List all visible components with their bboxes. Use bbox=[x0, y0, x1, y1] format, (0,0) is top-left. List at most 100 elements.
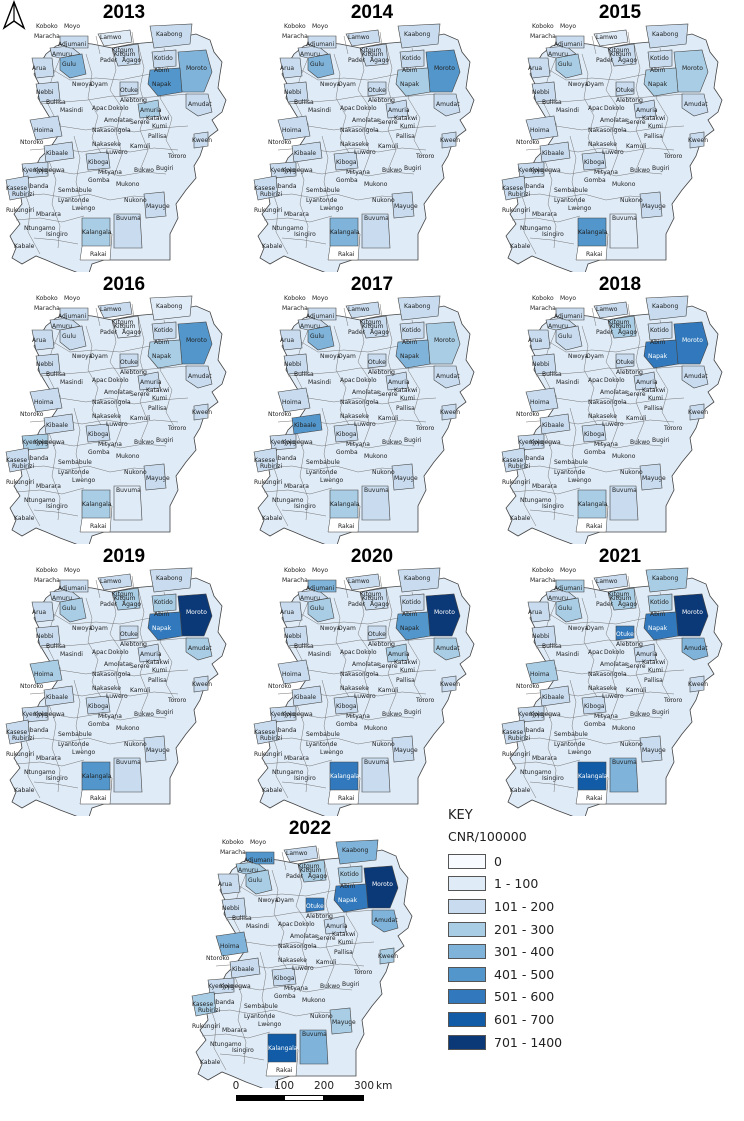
district-label: Hoima bbox=[34, 671, 54, 678]
district-buvuma bbox=[113, 213, 143, 249]
district-label: Kiboga bbox=[336, 703, 357, 710]
choropleth-map: Gulu Amuru Adjumani Lamwo Kitgum Kaabong Kotid… bbox=[253, 23, 475, 272]
district-label: Ibanda bbox=[28, 183, 49, 190]
district-napak bbox=[395, 67, 431, 97]
district-label: Moyo bbox=[560, 23, 576, 30]
district-label: Agago bbox=[122, 601, 141, 608]
district-label: Nebbi bbox=[36, 633, 54, 640]
district-label: Serere bbox=[378, 119, 398, 126]
district-label: Hoima bbox=[282, 127, 302, 134]
district-kalangala bbox=[81, 489, 111, 519]
district-label: Ibanda bbox=[276, 727, 297, 734]
district-label: Pallisa bbox=[644, 677, 663, 684]
district-otuke bbox=[119, 353, 139, 369]
district-label: Katakwi bbox=[146, 659, 170, 666]
district-label: Lyantonde bbox=[554, 197, 585, 204]
district-label: Isingiro bbox=[46, 503, 68, 510]
district-label: Katakwi bbox=[394, 115, 418, 122]
district-label: Nukono bbox=[372, 741, 395, 748]
district-boundary bbox=[519, 169, 663, 177]
district-label: Amuria bbox=[140, 107, 162, 114]
district-label: Amudat bbox=[188, 373, 212, 380]
district-label: Amuru bbox=[300, 323, 320, 330]
district-label: Nebbi bbox=[284, 633, 302, 640]
district-label: Kitgum bbox=[112, 319, 134, 326]
district-label: Amudat bbox=[684, 373, 708, 380]
district-boundary bbox=[203, 1009, 343, 1017]
district-amudat bbox=[681, 93, 709, 117]
district-label: Mityana bbox=[98, 441, 122, 448]
district-kween bbox=[193, 131, 209, 149]
district-amudat bbox=[681, 637, 709, 661]
district-boundary bbox=[95, 579, 101, 599]
district-lamwo bbox=[593, 573, 629, 591]
district-label: Rukungiri bbox=[192, 1023, 221, 1030]
district-label: Kyegegwa bbox=[34, 439, 65, 446]
district-label: Kaabong bbox=[652, 31, 678, 38]
map-year-label: 2020 bbox=[350, 546, 394, 567]
district-label: Koboko bbox=[36, 567, 58, 574]
district-label: Bugiri bbox=[652, 709, 670, 716]
district-label: Mukono bbox=[612, 453, 636, 460]
district-kalangala bbox=[267, 1033, 297, 1063]
district-kibaale bbox=[43, 141, 75, 163]
district-gulu bbox=[307, 597, 335, 623]
district-label: Napak bbox=[152, 353, 172, 360]
district-label: Otuke bbox=[368, 87, 386, 94]
district-kaabong bbox=[645, 567, 689, 593]
district-hoima bbox=[525, 659, 559, 685]
district-label: Buvuma bbox=[612, 215, 637, 222]
district-label: Lwengo bbox=[258, 1021, 282, 1028]
district-nebbi bbox=[283, 625, 309, 647]
district-label: Rakai bbox=[586, 251, 603, 258]
district-label: Dokolo bbox=[108, 377, 129, 384]
district-label: Apac bbox=[588, 649, 603, 656]
district-kaabong bbox=[335, 839, 379, 865]
district-arua bbox=[279, 601, 303, 623]
district-amuria bbox=[385, 643, 409, 663]
district-kaabong bbox=[397, 23, 441, 49]
district-boundary bbox=[407, 319, 425, 431]
district-label: Kyenjojo bbox=[518, 439, 544, 446]
district-label: Nakaseke bbox=[340, 685, 369, 692]
district-label: Napak bbox=[648, 625, 668, 632]
district-label: Rakai bbox=[338, 523, 355, 530]
district-label: Kibaale bbox=[46, 694, 68, 701]
district-label: Amuria bbox=[388, 107, 410, 114]
district-gulu bbox=[555, 597, 583, 623]
district-label: Abim bbox=[154, 611, 170, 618]
district-label: Dokolo bbox=[108, 649, 129, 656]
district-label: Kibaale bbox=[232, 966, 254, 973]
district-label: Mbarara bbox=[284, 483, 309, 490]
district-label: Sembabule bbox=[306, 731, 340, 738]
district-label: Katakwi bbox=[642, 659, 666, 666]
district-label: Kibaale bbox=[46, 422, 68, 429]
district-label: Gomba bbox=[88, 449, 110, 456]
district-label: Amuru bbox=[52, 323, 72, 330]
district-boundary bbox=[343, 35, 349, 55]
district-mayuge bbox=[329, 1007, 353, 1035]
district-kotido bbox=[647, 321, 673, 341]
district-label: Mukono bbox=[612, 181, 636, 188]
district-label: Kibaale bbox=[294, 422, 316, 429]
district-label: Masindi bbox=[60, 107, 83, 114]
district-label: Lamwo bbox=[348, 34, 370, 41]
district-label: Pader bbox=[596, 329, 614, 336]
district-label: Katakwi bbox=[394, 659, 418, 666]
district-label: Apac bbox=[588, 377, 603, 384]
district-label: Kitgum bbox=[362, 595, 384, 602]
district-label: Moroto bbox=[434, 609, 455, 616]
district-hoima bbox=[525, 115, 559, 141]
district-label: Katakwi bbox=[332, 931, 356, 938]
district-label: Dokolo bbox=[108, 105, 129, 112]
district-label: Rakai bbox=[586, 795, 603, 802]
district-amuria bbox=[633, 643, 657, 663]
district-amudat bbox=[185, 93, 213, 117]
district-nebbi bbox=[531, 353, 557, 375]
district-label: Gomba bbox=[584, 449, 606, 456]
district-boundary bbox=[321, 407, 331, 479]
district-kotido bbox=[151, 321, 177, 341]
district-label: Moroto bbox=[186, 65, 207, 72]
district-label: Amolatar bbox=[104, 661, 132, 668]
district-kibaale bbox=[291, 413, 323, 435]
